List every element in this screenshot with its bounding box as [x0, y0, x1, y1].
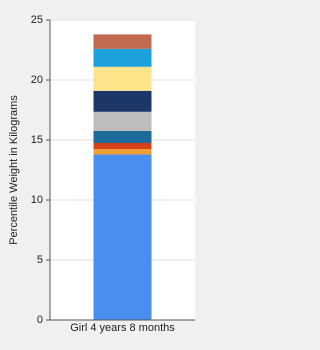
- y-tick-label: 15: [31, 134, 43, 146]
- y-tick-label: 0: [37, 314, 43, 326]
- bar-segment: [93, 149, 152, 155]
- bar-segment: [93, 66, 152, 91]
- bar-segment: [93, 143, 152, 149]
- x-tick-label: Girl 4 years 8 months: [70, 322, 175, 334]
- chart: Percentile Weight in Kilograms 0 5 10 15 20 2…: [8, 14, 195, 334]
- bar-segment: [93, 48, 152, 67]
- y-tick-label: 25: [31, 14, 43, 26]
- bar-segment: [93, 34, 152, 49]
- y-tick-label: 10: [31, 194, 43, 206]
- bar-segment: [93, 111, 152, 131]
- y-tick-label: 20: [31, 74, 43, 86]
- y-tick-label: 5: [37, 254, 43, 266]
- y-axis-label: Percentile Weight in Kilograms: [8, 95, 20, 245]
- bar-segment: [93, 154, 152, 320]
- bar-segment: [93, 90, 152, 112]
- bar-segment: [93, 131, 152, 143]
